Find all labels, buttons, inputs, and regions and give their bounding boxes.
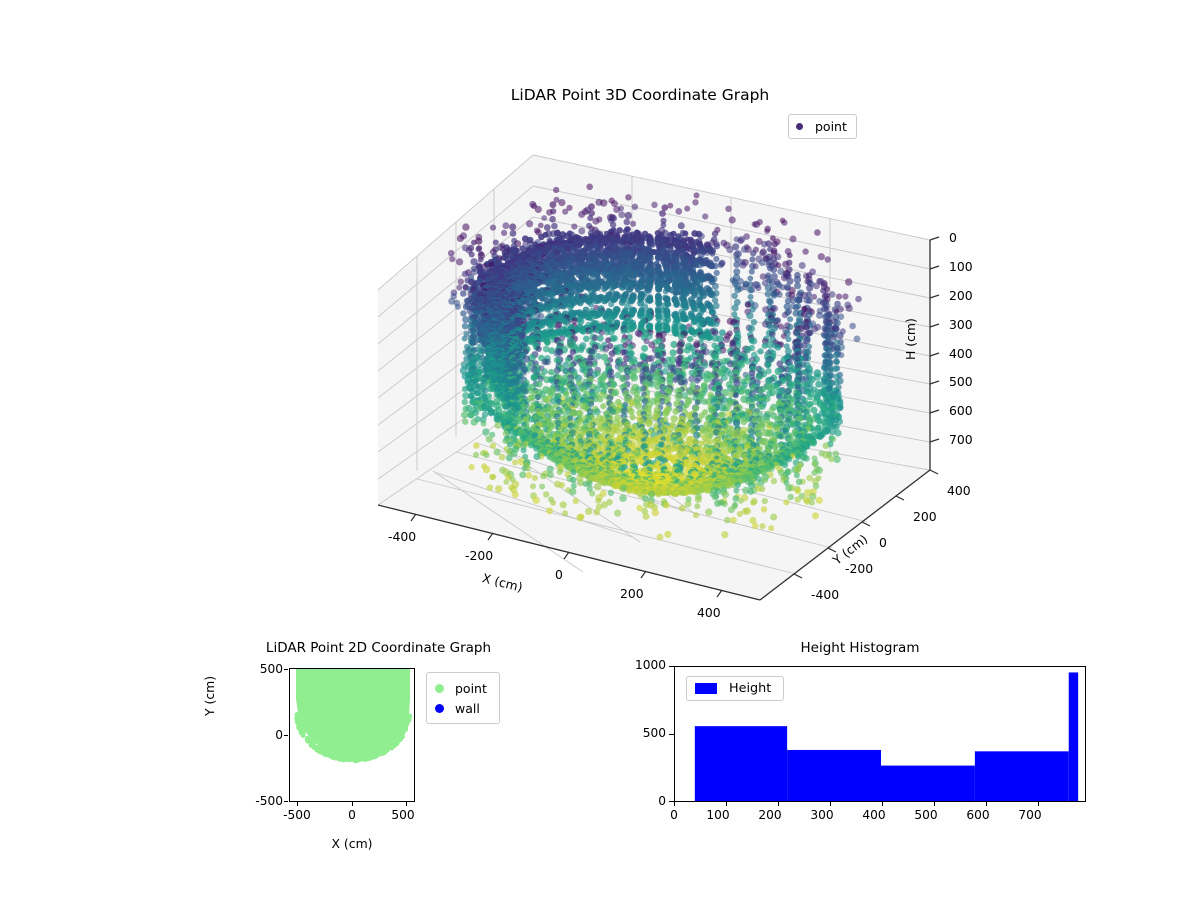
z-tick-label-400: 400	[949, 346, 973, 361]
legend-histogram[interactable]: Height	[686, 676, 785, 701]
point-marker-icon	[796, 123, 803, 130]
histogram-bar	[787, 749, 881, 801]
y-tick-label-400: 400	[947, 483, 971, 498]
legend-3d-label-point: point	[815, 119, 847, 134]
x-tickmark-hist-300	[830, 801, 831, 806]
x-tick-hist-0: 0	[670, 808, 678, 822]
x-tickmark-hist-500	[934, 801, 935, 806]
x-tick-label--200: -200	[465, 548, 494, 563]
y-tick-hist-1000: 1000	[634, 658, 666, 672]
y-tick-label--200: -200	[845, 561, 874, 576]
histogram-bars	[694, 672, 1079, 801]
legend-hist-label-height: Height	[729, 681, 772, 696]
chart-3d-title: LiDAR Point 3D Coordinate Graph	[510, 86, 770, 104]
x-axis-label-2d: X (cm)	[331, 836, 373, 851]
x-tick-label--400: -400	[388, 529, 417, 544]
x-tick-hist-600: 600	[966, 808, 990, 822]
x-tick-hist-200: 200	[758, 808, 782, 822]
x-tick-hist-100: 100	[706, 808, 730, 822]
x-tickmark-hist-200	[778, 801, 779, 806]
point-region-2d	[296, 669, 410, 758]
y-tickmark-2d--500	[284, 801, 288, 802]
chart-2d-title: LiDAR Point 2D Coordinate Graph	[265, 640, 492, 656]
y-axis-label-2d: Y (cm)	[202, 675, 217, 716]
histogram-bar	[1068, 672, 1079, 801]
lidar-2d-axes[interactable]: LiDAR Point 2D Coordinate Graph 500 0 -5…	[150, 640, 570, 880]
y-tick-2d--500: -500	[255, 794, 283, 808]
wall-marker-icon-2d	[435, 703, 444, 713]
z-tick-label-300: 300	[949, 317, 973, 332]
x-tick-hist-300: 300	[810, 808, 834, 822]
height-histogram-plot[interactable]	[674, 666, 1086, 802]
x-tickmark-2d--500	[297, 802, 298, 806]
z-tick-label-600: 600	[949, 403, 973, 418]
histogram-bar	[974, 751, 1069, 801]
legend-2d-label-wall: wall	[455, 700, 480, 716]
height-patch-icon	[695, 683, 717, 694]
x-tick-2d--500: -500	[283, 808, 311, 822]
y-tick-hist-0: 0	[658, 794, 666, 808]
z-tick-label-100: 100	[949, 259, 973, 274]
z-tick-label-700: 700	[949, 432, 973, 447]
z-tick-label-0: 0	[949, 230, 957, 245]
lidar-2d-plot[interactable]	[289, 668, 415, 802]
y-tick-label-200: 200	[913, 509, 937, 524]
x-tickmark-2d-0	[352, 802, 353, 806]
y-tickmark-hist-1000	[669, 666, 674, 667]
z-axis-label: H (cm)	[903, 318, 918, 360]
x-tickmark-hist-600	[986, 801, 987, 806]
x-tick-label-400: 400	[697, 605, 721, 620]
x-tick-label-200: 200	[620, 586, 644, 601]
histogram-bar	[694, 726, 788, 801]
x-tick-2d-0: 0	[348, 808, 356, 822]
x-tick-2d-500: 500	[391, 808, 415, 822]
lidar-3d-axes[interactable]: LiDAR Point 3D Coordinate Graph	[330, 70, 973, 630]
histogram-bar	[881, 765, 975, 801]
x-tickmark-hist-400	[882, 801, 883, 806]
y-tick-2d-500: 500	[259, 662, 283, 676]
chart-hist-title: Height Histogram	[800, 640, 920, 656]
height-histogram-axes[interactable]: Height Histogram 1000 500 0 0 100 200 30…	[600, 640, 1120, 880]
z-tick-label-200: 200	[949, 288, 973, 303]
legend-2d-row-point[interactable]: point	[435, 678, 487, 698]
x-tickmark-2d-500	[406, 802, 407, 806]
legend-3d[interactable]: point	[788, 114, 857, 139]
point-region-edge-noise	[294, 712, 413, 764]
y-tickmark-2d-0	[284, 735, 288, 736]
y-tick-label-0: 0	[879, 535, 887, 550]
z-tick-label-500: 500	[949, 374, 973, 389]
legend-2d-row-wall[interactable]: wall	[435, 698, 487, 718]
x-tickmark-hist-700	[1038, 801, 1039, 806]
legend-2d-label-point: point	[455, 680, 487, 696]
x-tick-hist-700: 700	[1018, 808, 1042, 822]
y-tick-label--400: -400	[811, 587, 840, 602]
x-tickmark-hist-0	[674, 801, 675, 806]
x-tick-hist-500: 500	[914, 808, 938, 822]
point-cloud-markers	[447, 183, 862, 541]
legend-2d[interactable]: point wall	[426, 672, 500, 724]
y-tick-hist-500: 500	[642, 726, 666, 740]
point-marker-icon-2d	[435, 683, 444, 693]
y-tickmark-2d-500	[284, 669, 288, 670]
x-tick-label-0: 0	[555, 567, 563, 582]
y-tick-2d-0: 0	[275, 728, 283, 742]
x-tickmark-hist-100	[726, 801, 727, 806]
x-tick-hist-400: 400	[862, 808, 886, 822]
y-tickmark-hist-500	[669, 734, 674, 735]
y-tickmark-hist-0	[669, 801, 674, 802]
lidar-3d-plot[interactable]	[330, 70, 950, 630]
